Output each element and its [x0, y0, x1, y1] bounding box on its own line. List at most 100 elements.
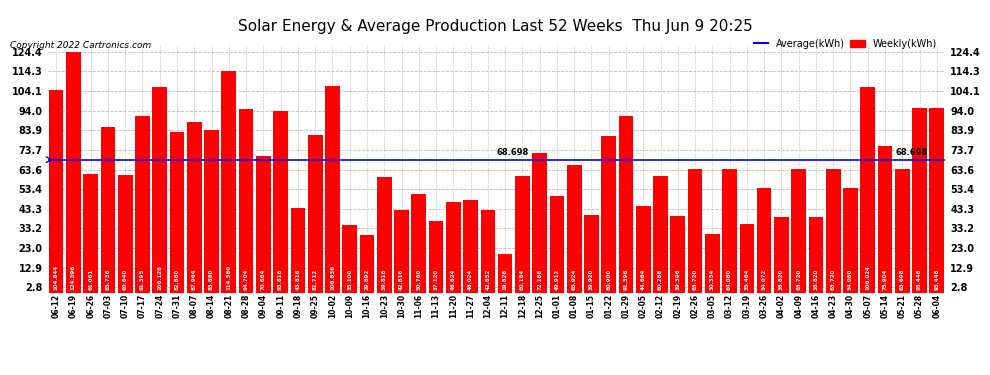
Bar	[705, 234, 720, 292]
Text: 68.698: 68.698	[895, 148, 928, 157]
Legend: Average(kWh), Weekly(kWh): Average(kWh), Weekly(kWh)	[750, 35, 940, 52]
Text: 39.396: 39.396	[675, 268, 680, 290]
Text: 44.664: 44.664	[641, 268, 645, 290]
Text: 93.816: 93.816	[278, 268, 283, 290]
Text: 54.072: 54.072	[761, 268, 766, 290]
Bar	[515, 176, 530, 292]
Bar	[480, 210, 495, 292]
Bar	[809, 217, 824, 292]
Text: 85.736: 85.736	[106, 268, 111, 290]
Bar	[774, 217, 789, 292]
Text: 106.128: 106.128	[157, 265, 162, 290]
Bar	[860, 87, 875, 292]
Text: 54.080: 54.080	[848, 268, 853, 290]
Bar	[152, 87, 167, 292]
Bar	[619, 116, 634, 292]
Text: Copyright 2022 Cartronics.com: Copyright 2022 Cartronics.com	[10, 41, 151, 50]
Text: 60.288: 60.288	[658, 268, 663, 290]
Bar	[308, 135, 323, 292]
Bar	[412, 194, 426, 292]
Text: 60.640: 60.640	[123, 268, 128, 290]
Text: 106.024: 106.024	[865, 265, 870, 290]
Text: Solar Energy & Average Production Last 52 Weeks  Thu Jun 9 20:25: Solar Energy & Average Production Last 5…	[238, 19, 752, 34]
Bar	[636, 206, 650, 292]
Text: 83.880: 83.880	[209, 268, 214, 290]
Text: 91.395: 91.395	[140, 268, 145, 290]
Bar	[567, 165, 581, 292]
Bar	[169, 132, 184, 292]
Bar	[343, 225, 357, 292]
Bar	[533, 153, 547, 292]
Bar	[843, 188, 857, 292]
Text: 114.380: 114.380	[227, 265, 232, 290]
Bar	[895, 170, 910, 292]
Text: 64.080: 64.080	[727, 268, 732, 290]
Text: 46.824: 46.824	[450, 268, 455, 290]
Text: 65.924: 65.924	[571, 268, 577, 290]
Bar	[49, 90, 63, 292]
Bar	[601, 136, 616, 292]
Bar	[325, 86, 340, 292]
Bar	[930, 108, 944, 292]
Bar	[549, 196, 564, 292]
Bar	[291, 208, 305, 292]
Bar	[359, 235, 374, 292]
Bar	[446, 202, 460, 292]
Text: 48.024: 48.024	[468, 268, 473, 290]
Text: 124.396: 124.396	[71, 264, 76, 290]
Bar	[222, 71, 237, 292]
Bar	[66, 52, 81, 292]
Text: 35.464: 35.464	[744, 268, 749, 290]
Bar	[136, 116, 149, 292]
Text: 43.816: 43.816	[295, 268, 300, 290]
Text: 106.836: 106.836	[330, 264, 335, 290]
Bar	[256, 156, 270, 292]
Bar	[498, 254, 513, 292]
Text: 19.828: 19.828	[503, 268, 508, 290]
Bar	[463, 200, 478, 292]
Bar	[118, 175, 133, 292]
Bar	[670, 216, 685, 292]
Text: 39.920: 39.920	[589, 268, 594, 290]
Bar	[394, 210, 409, 292]
Text: 91.396: 91.396	[624, 268, 629, 290]
Text: 80.900: 80.900	[606, 268, 611, 290]
Text: 42.816: 42.816	[399, 268, 404, 290]
Bar	[377, 177, 392, 292]
Bar	[584, 215, 599, 292]
Bar	[273, 111, 288, 292]
Bar	[187, 122, 202, 292]
Bar	[688, 169, 702, 292]
Text: 29.892: 29.892	[364, 268, 369, 290]
Text: 50.760: 50.760	[416, 268, 422, 290]
Text: 81.712: 81.712	[313, 268, 318, 290]
Text: 38.820: 38.820	[814, 268, 819, 290]
Bar	[912, 108, 927, 292]
Text: 95.448: 95.448	[935, 268, 940, 290]
Text: 104.844: 104.844	[53, 264, 58, 290]
Text: 42.852: 42.852	[485, 268, 490, 290]
Bar	[101, 127, 115, 292]
Bar	[826, 169, 841, 292]
Bar	[723, 169, 737, 292]
Text: 61.061: 61.061	[88, 268, 93, 290]
Bar	[740, 224, 754, 292]
Text: 49.912: 49.912	[554, 268, 559, 290]
Text: 87.964: 87.964	[192, 268, 197, 290]
Bar	[204, 130, 219, 292]
Bar	[878, 146, 892, 292]
Text: 72.188: 72.188	[538, 268, 543, 290]
Text: 68.698: 68.698	[496, 148, 529, 157]
Text: 63.720: 63.720	[831, 268, 836, 290]
Text: 94.704: 94.704	[244, 268, 248, 290]
Bar	[429, 221, 444, 292]
Text: 75.904: 75.904	[882, 268, 887, 290]
Bar	[83, 174, 98, 292]
Text: 63.698: 63.698	[900, 268, 905, 290]
Text: 95.448: 95.448	[917, 268, 922, 290]
Text: 60.184: 60.184	[520, 268, 525, 290]
Text: 63.720: 63.720	[796, 268, 801, 290]
Text: 30.354: 30.354	[710, 268, 715, 290]
Text: 59.816: 59.816	[382, 268, 387, 290]
Text: 82.880: 82.880	[174, 268, 179, 290]
